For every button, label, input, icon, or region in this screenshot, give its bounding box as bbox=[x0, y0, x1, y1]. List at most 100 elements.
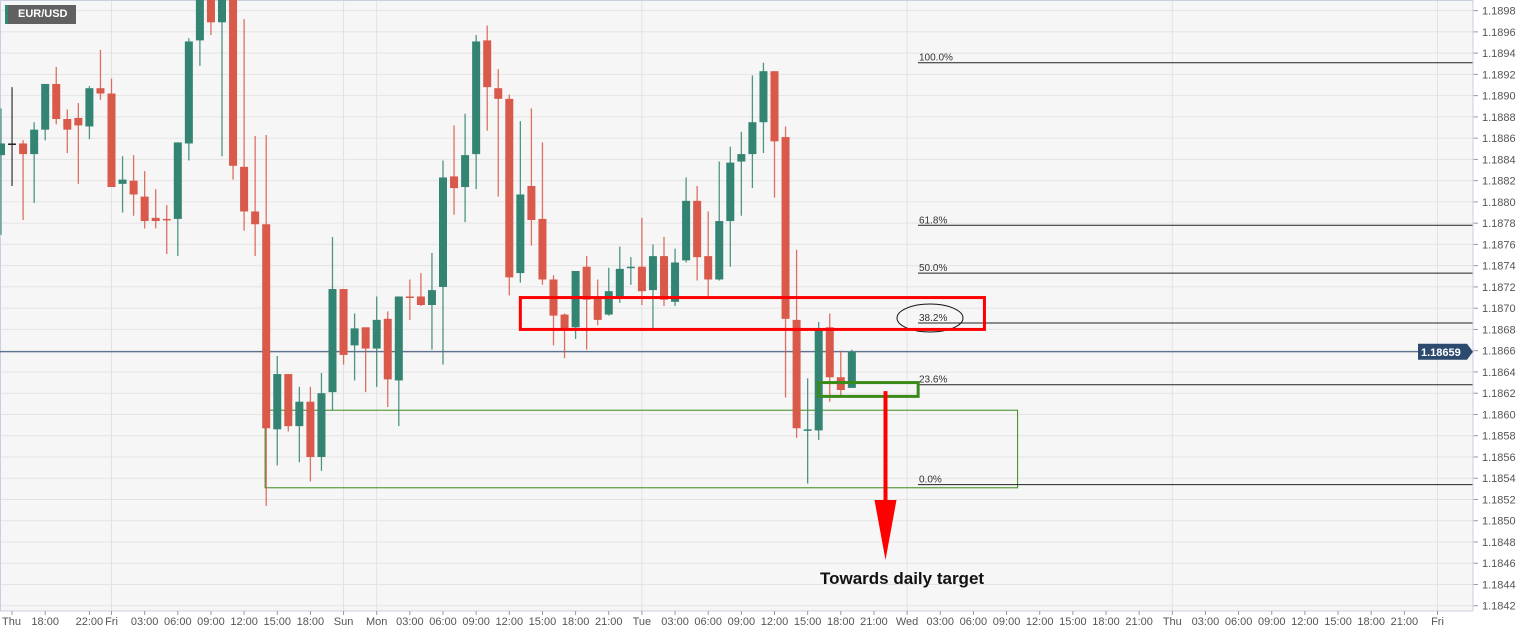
y-tick-label: 1.1842 bbox=[1482, 601, 1516, 613]
x-tick-label: 09:00 bbox=[728, 616, 756, 628]
candle-body bbox=[560, 314, 569, 329]
x-tick-label: 18:00 bbox=[297, 616, 325, 628]
x-tick-label: 03:00 bbox=[926, 616, 954, 628]
y-tick-label: 1.1882 bbox=[1482, 176, 1516, 188]
candle-body bbox=[339, 289, 348, 355]
candle-body bbox=[593, 298, 602, 320]
candle-body bbox=[273, 374, 282, 430]
y-tick-label: 1.1890 bbox=[1482, 91, 1516, 103]
candle-body bbox=[847, 351, 856, 388]
daily-target-annotation: Towards daily target bbox=[820, 569, 985, 588]
y-tick-label: 1.1856 bbox=[1482, 452, 1516, 464]
fib-level-label: 100.0% bbox=[919, 53, 953, 64]
y-tick-label: 1.1874 bbox=[1482, 261, 1516, 273]
fib-level-label: 61.8% bbox=[919, 215, 947, 226]
y-tick-label: 1.1872 bbox=[1482, 282, 1516, 294]
candle-body bbox=[715, 221, 724, 280]
y-tick-label: 1.1886 bbox=[1482, 133, 1516, 145]
x-tick-label: 15:00 bbox=[794, 616, 822, 628]
fib-level-label: 50.0% bbox=[919, 263, 947, 274]
candle-body bbox=[660, 256, 668, 300]
candle-body bbox=[483, 40, 492, 88]
candle-body bbox=[240, 166, 249, 212]
candle-body bbox=[8, 143, 17, 145]
candle-body bbox=[814, 330, 823, 431]
x-tick-label: 18:00 bbox=[827, 616, 855, 628]
y-tick-label: 1.1864 bbox=[1482, 367, 1516, 379]
current-price-tag bbox=[1418, 343, 1473, 360]
y-tick-label: 1.1860 bbox=[1482, 409, 1516, 421]
x-tick-label: 12:00 bbox=[230, 616, 258, 628]
x-tick-label: 18:00 bbox=[1357, 616, 1385, 628]
x-tick-label: 03:00 bbox=[1192, 616, 1220, 628]
candle-body bbox=[461, 155, 470, 188]
candle-body bbox=[693, 200, 702, 258]
candle-body bbox=[195, 0, 204, 41]
candle-body bbox=[472, 41, 481, 155]
y-tick-label: 1.1866 bbox=[1482, 346, 1516, 358]
candle-body bbox=[41, 83, 50, 130]
x-tick-label: 09:00 bbox=[1258, 616, 1286, 628]
plot-area bbox=[0, 0, 1473, 611]
candle-body bbox=[604, 291, 613, 315]
candle-body bbox=[571, 270, 580, 328]
candle-body bbox=[626, 266, 635, 269]
x-tick-label: Fri bbox=[105, 616, 118, 628]
candle-body bbox=[516, 194, 525, 274]
x-tick-label: 21:00 bbox=[595, 616, 623, 628]
candle-body bbox=[0, 143, 5, 156]
candles bbox=[0, 0, 856, 506]
x-tick-label: 21:00 bbox=[1391, 616, 1419, 628]
candle-body bbox=[361, 327, 370, 349]
time-axis[interactable]: Thu 18:00 22:00 Fri 03:00 06:00 09:00 12:00 15:0… bbox=[0, 610, 1473, 628]
x-tick-label: Wed bbox=[896, 616, 918, 628]
price-axis[interactable]: 1.1842 1.1844 1.1846 1.1848 1.1850 1.1852 1.18… bbox=[1418, 0, 1516, 613]
down-arrow bbox=[874, 391, 897, 561]
candle-body bbox=[648, 256, 657, 291]
current-price-label: 1.18659 bbox=[1421, 347, 1461, 359]
candle-body bbox=[825, 327, 834, 378]
x-tick-label: Thu bbox=[1163, 616, 1182, 628]
candle-body bbox=[494, 88, 503, 99]
candle-body bbox=[505, 98, 514, 278]
candle-body bbox=[427, 290, 436, 305]
symbol-badge[interactable]: EUR/USD bbox=[5, 5, 76, 24]
candle-body bbox=[538, 218, 547, 280]
candle-body bbox=[328, 289, 337, 393]
zones bbox=[264, 409, 1019, 489]
candle-body bbox=[218, 0, 226, 23]
candle-body bbox=[184, 41, 193, 144]
y-tick-label: 1.1880 bbox=[1482, 197, 1516, 209]
x-tick-label: Fri bbox=[1431, 616, 1444, 628]
candle-body bbox=[295, 401, 304, 427]
candle-body bbox=[262, 224, 271, 429]
candle-body bbox=[74, 117, 83, 126]
candle-body bbox=[527, 185, 536, 220]
candle-body bbox=[405, 296, 414, 298]
candle-body bbox=[118, 179, 127, 184]
x-tick-label: 03:00 bbox=[131, 616, 159, 628]
fib-level-label: 23.6% bbox=[919, 375, 947, 386]
x-tick-label: 09:00 bbox=[462, 616, 490, 628]
candle-body bbox=[383, 318, 392, 380]
candle-body bbox=[781, 137, 790, 319]
y-tick-label: 1.1870 bbox=[1482, 303, 1516, 315]
candle-body bbox=[151, 217, 160, 222]
y-tick-label: 1.1898 bbox=[1482, 6, 1516, 18]
y-tick-label: 1.1892 bbox=[1482, 69, 1516, 81]
x-tick-label: 06:00 bbox=[1225, 616, 1253, 628]
highlight-ellipse bbox=[896, 303, 964, 333]
candle-body bbox=[682, 200, 691, 261]
x-tick-label: 06:00 bbox=[694, 616, 722, 628]
x-tick-label: Tue bbox=[633, 616, 652, 628]
candle-body bbox=[162, 218, 171, 221]
x-tick-label: 09:00 bbox=[197, 616, 225, 628]
x-tick-label: Mon bbox=[366, 616, 387, 628]
x-tick-label: 09:00 bbox=[993, 616, 1021, 628]
x-tick-label: 12:00 bbox=[1291, 616, 1319, 628]
candle-body bbox=[726, 162, 735, 222]
x-tick-label: 18:00 bbox=[562, 616, 590, 628]
x-tick-label: 06:00 bbox=[960, 616, 988, 628]
candle-body bbox=[317, 393, 326, 457]
